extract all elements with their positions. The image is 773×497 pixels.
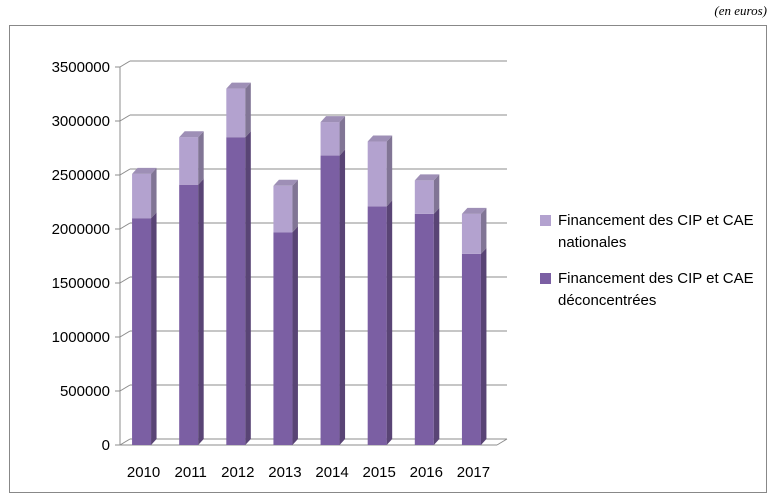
bar-deconcentrees: [415, 214, 434, 445]
bar-nationales-side: [387, 136, 393, 207]
bar-nationales-side: [245, 83, 251, 138]
bar-deconcentrees-side: [198, 179, 204, 445]
y-tick-label: 2500000: [52, 167, 110, 184]
gridline-side: [120, 169, 130, 175]
gridline-side: [120, 277, 130, 283]
legend-item-deconcentrees: Financement des CIP et CAE déconcentrées: [540, 268, 770, 312]
bar-nationales-side: [198, 131, 204, 185]
bar-deconcentrees-side: [387, 200, 393, 445]
bar-deconcentrees-side: [481, 248, 487, 445]
bar-nationales: [415, 180, 434, 213]
x-tick-label: 2010: [127, 464, 160, 481]
gridline-side: [120, 439, 130, 445]
x-tick-label: 2016: [410, 464, 443, 481]
legend-label-nationales: Financement des CIP et CAE nationales: [558, 210, 763, 254]
y-tick-label: 500000: [60, 383, 110, 400]
y-tick-label: 2000000: [52, 221, 110, 238]
y-tick-label: 3500000: [52, 59, 110, 76]
bar-deconcentrees-side: [151, 212, 157, 445]
bar-nationales: [462, 214, 481, 254]
legend-swatch-nationales: [540, 215, 551, 226]
bar-nationales-side: [292, 180, 298, 232]
gridline-side: [120, 385, 130, 391]
bar-deconcentrees: [226, 137, 245, 445]
y-tick-label: 1500000: [52, 275, 110, 292]
gridline-side: [120, 115, 130, 121]
gridline-side: [120, 331, 130, 337]
gridline-side: [120, 61, 130, 67]
bar-deconcentrees-side: [434, 208, 440, 445]
legend-swatch-deconcentrees: [540, 273, 551, 284]
x-tick-label: 2011: [175, 464, 207, 481]
floor-edge: [497, 439, 507, 445]
x-tick-label: 2013: [268, 464, 301, 481]
bar-deconcentrees-side: [292, 226, 298, 445]
y-tick-label: 3000000: [52, 113, 110, 130]
y-tick-label: 0: [102, 437, 110, 454]
bar-deconcentrees: [132, 218, 151, 445]
bar-nationales-side: [340, 116, 346, 155]
bar-nationales: [132, 174, 151, 218]
bar-deconcentrees: [179, 185, 198, 445]
legend-item-nationales: Financement des CIP et CAE nationales: [540, 210, 770, 254]
bar-deconcentrees: [368, 206, 387, 445]
x-tick-label: 2014: [315, 464, 348, 481]
legend-label-deconcentrees: Financement des CIP et CAE déconcentrées: [558, 268, 763, 312]
y-tick-label: 1000000: [52, 329, 110, 346]
bar-deconcentrees-side: [245, 131, 251, 445]
chart-legend: Financement des CIP et CAE nationales Fi…: [540, 210, 770, 326]
bar-deconcentrees: [321, 156, 340, 445]
x-tick-label: 2017: [457, 464, 490, 481]
bar-nationales: [273, 186, 292, 232]
bar-nationales-side: [434, 174, 440, 213]
bar-deconcentrees-side: [340, 150, 346, 445]
bar-nationales: [368, 142, 387, 207]
bar-deconcentrees: [462, 254, 481, 445]
bar-deconcentrees: [273, 232, 292, 445]
x-tick-label: 2015: [363, 464, 396, 481]
bar-nationales: [226, 89, 245, 138]
x-tick-label: 2012: [221, 464, 254, 481]
bar-nationales: [321, 122, 340, 155]
bar-nationales: [179, 137, 198, 185]
gridline-side: [120, 223, 130, 229]
bar-nationales-side: [481, 208, 487, 254]
bar-nationales-side: [151, 168, 157, 218]
